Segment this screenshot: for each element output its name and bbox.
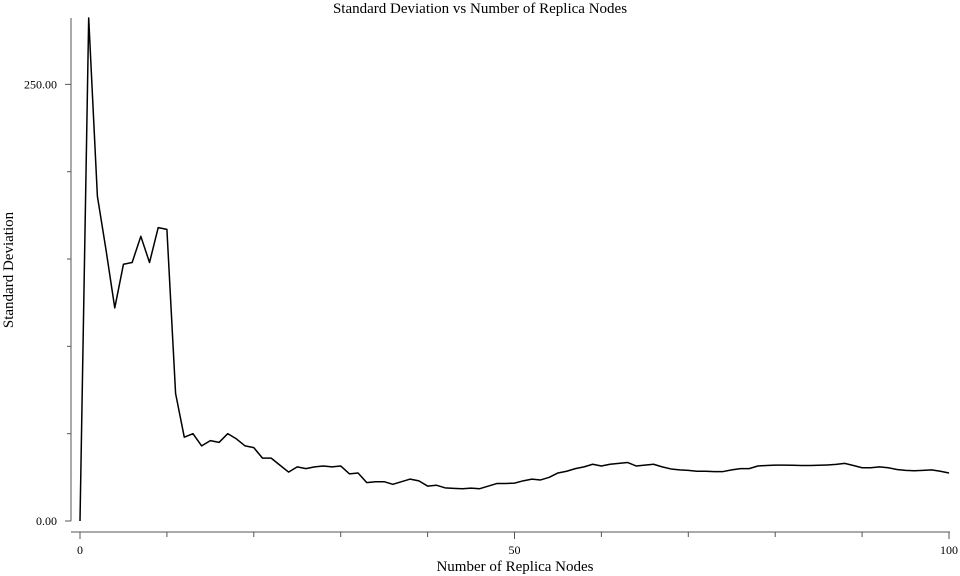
chart-title: Standard Deviation vs Number of Replica … (333, 1, 627, 17)
x-tick-label: 100 (940, 543, 958, 557)
y-axis-ticks: 0.00 250.00 (24, 77, 71, 528)
x-tick-label: 50 (509, 543, 521, 557)
x-axis-ticks: 0 50 100 (77, 532, 958, 557)
series-group (79, 17, 950, 522)
series-line (79, 17, 950, 522)
y-tick-label: 250.00 (24, 77, 57, 91)
y-axis-title: Standard Deviation (1, 211, 17, 328)
x-tick-label: 0 (77, 543, 83, 557)
x-axis-title: Number of Replica Nodes (436, 559, 593, 575)
y-tick-label: 0.00 (36, 514, 57, 528)
